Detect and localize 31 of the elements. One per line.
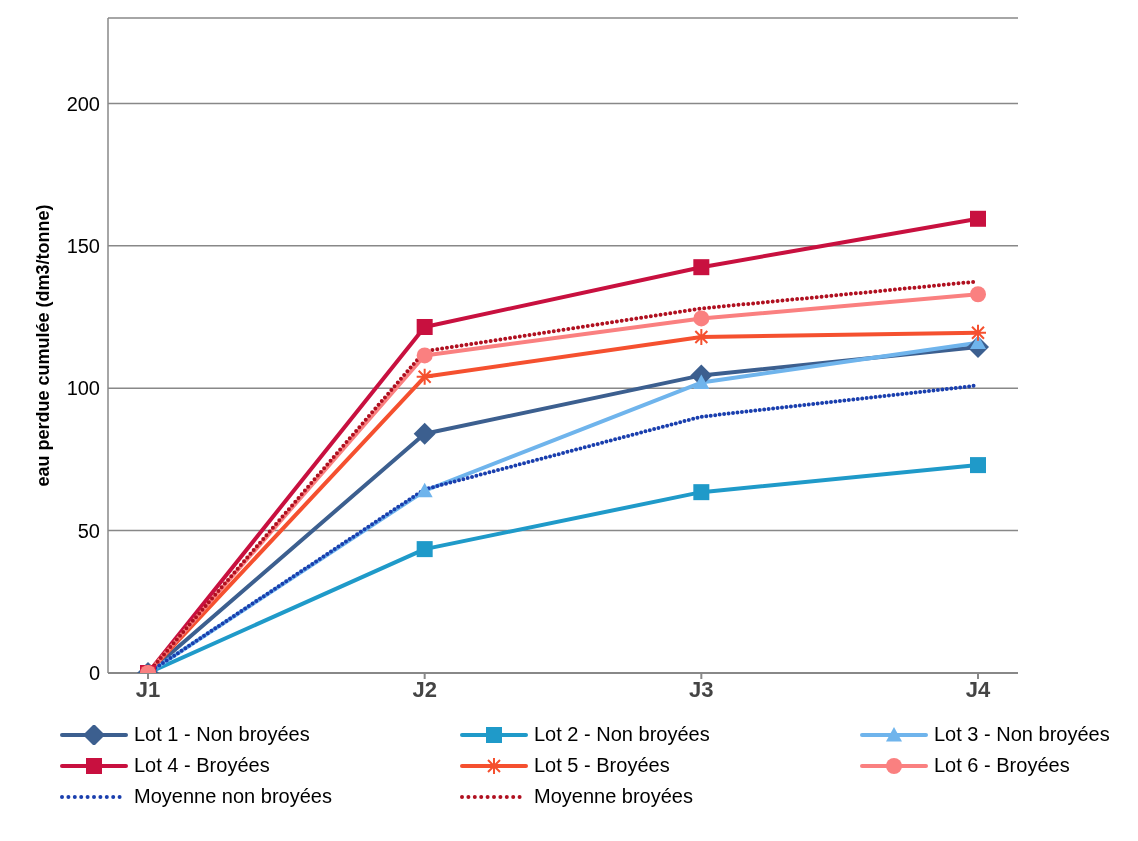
point xyxy=(416,541,433,558)
point xyxy=(693,484,710,501)
legend-label: Moyenne non broyées xyxy=(134,785,332,808)
point xyxy=(416,318,433,335)
x-tick-label: J2 xyxy=(412,676,437,702)
point xyxy=(970,286,986,303)
y-tick-label: 50 xyxy=(77,519,100,542)
legend-label: Moyenne broyées xyxy=(534,785,693,808)
point xyxy=(969,323,987,342)
legend-label: Lot 1 - Non broyées xyxy=(134,723,310,746)
y-tick-label: 0 xyxy=(88,662,100,685)
legend-label: Lot 6 - Broyées xyxy=(934,754,1070,777)
point xyxy=(415,367,434,386)
y-tick-label: 100 xyxy=(66,377,100,400)
point xyxy=(416,482,433,498)
point xyxy=(413,422,436,445)
y-axis-title: eau perdue cumulée (dm3/tonne) xyxy=(33,204,54,487)
x-tick-label: J4 xyxy=(965,676,991,702)
x-tick-label: J1 xyxy=(135,676,161,702)
legend-label: Lot 5 - Broyées xyxy=(534,754,670,777)
point xyxy=(970,457,986,474)
legend-label: Lot 2 - Non broyées xyxy=(534,723,710,746)
y-tick-label: 150 xyxy=(66,234,100,257)
point xyxy=(693,310,710,327)
point xyxy=(970,210,986,227)
point xyxy=(693,259,710,276)
legend-label: Lot 3 - Non broyées xyxy=(934,723,1110,746)
y-tick-label: 200 xyxy=(66,92,100,115)
legend-label: Lot 4 - Broyées xyxy=(134,754,270,777)
x-tick-label: J3 xyxy=(689,676,714,702)
point xyxy=(416,347,433,364)
